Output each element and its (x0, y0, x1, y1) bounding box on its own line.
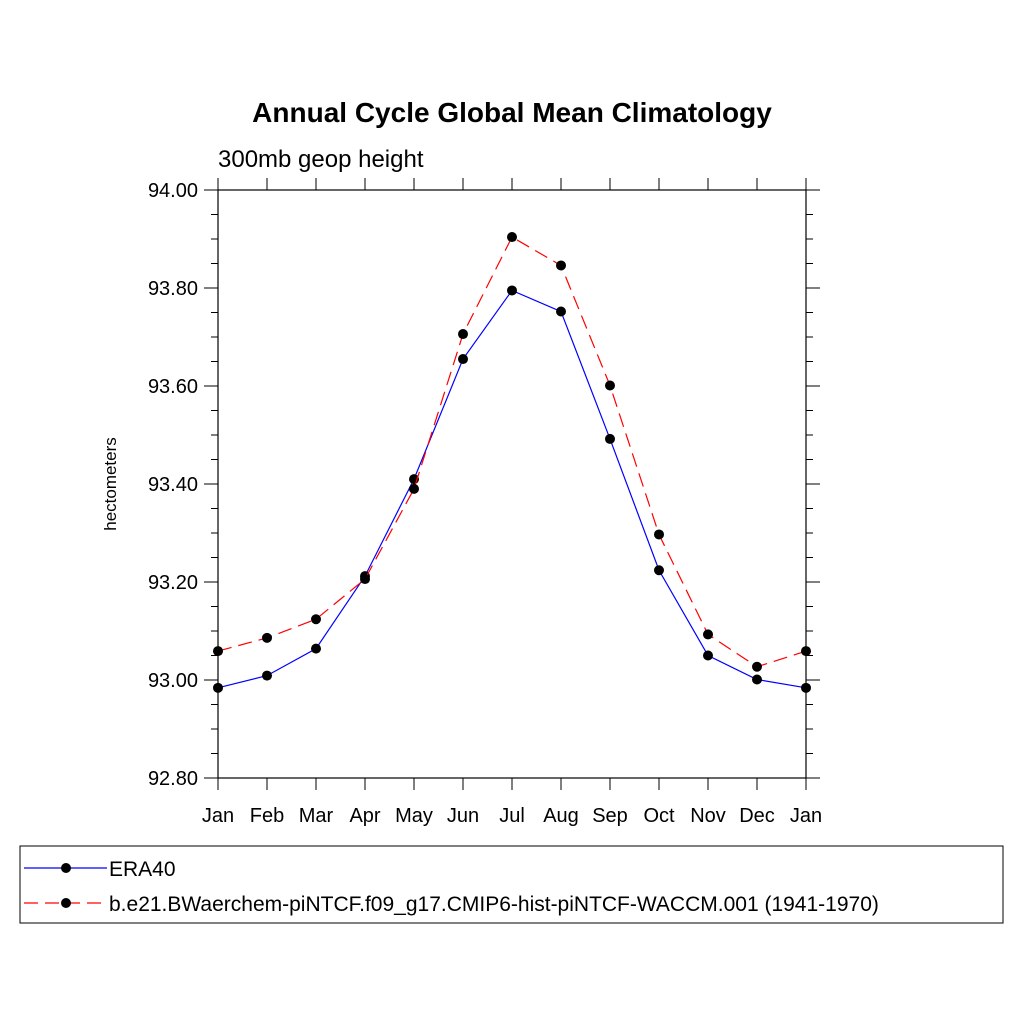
y-axis-label: hectometers (101, 437, 120, 531)
series-2-line (217, 236, 807, 668)
series-1-point (752, 674, 762, 685)
series-2-point (311, 614, 321, 625)
series-1-point (213, 682, 223, 693)
x-tick-label: Jul (499, 805, 525, 827)
legend-label: b.e21.BWaerchem-piNTCF.f09_g17.CMIP6-his… (109, 893, 879, 916)
legend-swatch-marker (61, 898, 71, 908)
chart-title: Annual Cycle Global Mean Climatology (252, 97, 772, 128)
x-tick-label: Dec (739, 805, 775, 827)
x-tick-label: Jan (202, 805, 234, 827)
legend-box (19, 845, 1004, 924)
y-tick-label: 92.80 (148, 768, 198, 790)
chart-subtitle: 300mb geop height (218, 146, 424, 173)
series-2-point (409, 483, 419, 494)
series-1-point (556, 306, 566, 317)
series-2-point (360, 574, 370, 585)
series-1-point (262, 670, 272, 681)
x-tick-label: May (395, 805, 433, 827)
series-2-point (556, 260, 566, 271)
y-tick-label: 94.00 (148, 180, 198, 202)
series-1-point (458, 354, 468, 365)
x-tick-label: Mar (299, 805, 334, 827)
axes: 92.80 93.00 93.20 93.40 93.60 93.80 94.00 Jan Fe… (148, 178, 822, 827)
x-tick-label: Jan (790, 805, 822, 827)
series-1-point (703, 650, 713, 661)
x-tick-label: Nov (690, 805, 726, 827)
y-tick-label: 93.00 (148, 670, 198, 692)
series-2-point (605, 380, 615, 391)
series-2-point (213, 646, 223, 657)
series-2-point (654, 529, 664, 540)
series-1-point (654, 565, 664, 576)
y-tick-label: 93.60 (148, 376, 198, 398)
legend: ERA40 b.e21.BWaerchem-piNTCF.f09_g17.CMIP… (19, 845, 1004, 924)
series-2-point (801, 646, 811, 657)
x-tick-label: Aug (543, 805, 579, 827)
series-2-point (458, 329, 468, 340)
series-1-line (217, 289, 807, 689)
plot-series (213, 232, 811, 693)
series-1-point (507, 285, 517, 296)
x-tick-label: Jun (447, 805, 479, 827)
series-1-point (605, 433, 615, 444)
legend-label: ERA40 (109, 858, 176, 881)
series-2-point (262, 632, 272, 643)
y-tick-label: 93.20 (148, 572, 198, 594)
series-2-point (752, 661, 762, 672)
y-tick-label: 93.80 (148, 278, 198, 300)
series-2-point (703, 629, 713, 640)
x-tick-label: Apr (349, 805, 380, 827)
y-tick-label: 93.40 (148, 474, 198, 496)
series-2 (213, 232, 811, 672)
series-1 (213, 285, 811, 693)
plot-frame (217, 189, 807, 779)
x-tick-label: Feb (250, 805, 284, 827)
legend-swatch-marker (61, 863, 71, 873)
series-2-point (507, 232, 517, 243)
x-tick-label: Sep (592, 805, 628, 827)
series-1-point (311, 643, 321, 654)
series-1-point (801, 682, 811, 693)
x-tick-label: Oct (643, 805, 675, 827)
